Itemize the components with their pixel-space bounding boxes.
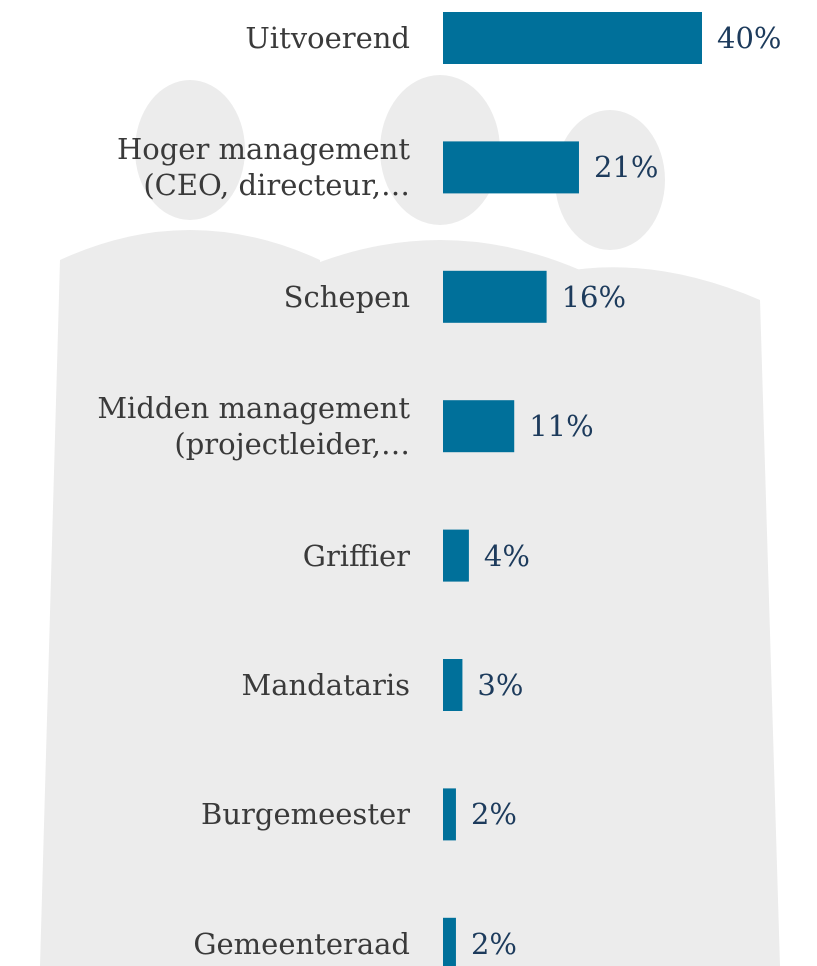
value-label: 2% (470, 797, 517, 832)
value-label: 11% (529, 409, 594, 444)
category-label: Schepen (283, 279, 410, 314)
bar (443, 141, 579, 194)
value-label: 4% (483, 538, 530, 573)
category-label: Burgemeester (201, 797, 410, 832)
value-label: 3% (477, 668, 524, 702)
background-silhouettes (40, 75, 780, 966)
bar (443, 12, 702, 64)
value-label: 21% (593, 150, 659, 185)
category-label: Mandataris (241, 668, 410, 702)
bar (443, 400, 515, 453)
category-label: Midden management (projectleider,… (97, 391, 410, 462)
category-label: Hoger management (CEO, directeur,… (116, 132, 410, 203)
value-label: 2% (470, 926, 517, 961)
bar (443, 659, 463, 711)
value-label: 40% (717, 21, 782, 55)
bar (443, 529, 469, 582)
category-label: Uitvoerend (245, 21, 410, 55)
category-label: Gemeenteraad (193, 926, 410, 961)
bar (443, 270, 547, 323)
value-label: 16% (561, 279, 627, 314)
bar (443, 788, 456, 841)
bar (443, 917, 456, 966)
category-label: Griffier (302, 538, 410, 573)
